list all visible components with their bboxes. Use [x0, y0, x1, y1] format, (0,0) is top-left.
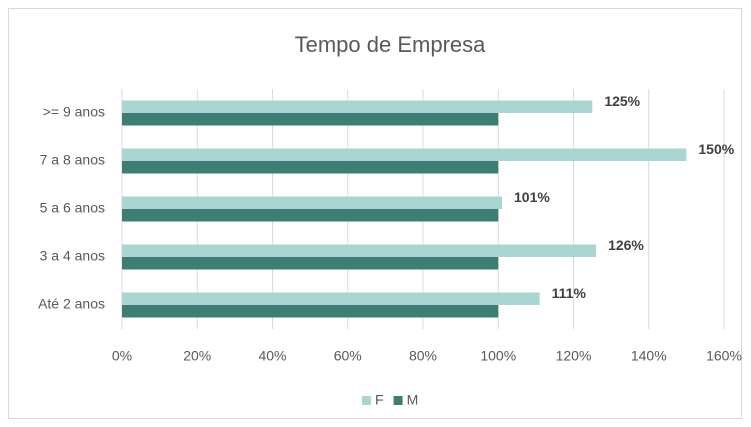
y-tick-label: 5 a 6 anos — [40, 200, 105, 216]
x-tick-label: 160% — [706, 348, 742, 364]
chart-title: Tempo de Empresa — [295, 32, 487, 57]
bar — [122, 292, 540, 305]
bar — [122, 305, 499, 318]
bar — [122, 148, 687, 161]
y-tick-label: >= 9 anos — [43, 104, 105, 120]
y-tick-label: 3 a 4 anos — [40, 248, 105, 264]
bar — [122, 100, 593, 113]
x-tick-label: 80% — [409, 348, 437, 364]
bar — [122, 196, 503, 209]
x-tick-label: 140% — [631, 348, 667, 364]
bar — [122, 113, 499, 126]
x-tick-label: 40% — [258, 348, 286, 364]
data-label: 101% — [514, 189, 550, 205]
legend-label: F — [375, 392, 384, 408]
y-tick-label: Até 2 anos — [38, 296, 105, 312]
x-tick-label: 20% — [183, 348, 211, 364]
data-label: 111% — [552, 285, 587, 301]
data-label: 125% — [604, 93, 640, 109]
bar — [122, 257, 499, 270]
bar — [122, 209, 499, 222]
x-tick-label: 120% — [556, 348, 592, 364]
y-tick-label: 7 a 8 anos — [40, 152, 105, 168]
legend-swatch — [362, 396, 371, 405]
data-label: 150% — [698, 141, 734, 157]
bar — [122, 161, 499, 174]
bar — [122, 244, 597, 257]
data-label: 126% — [608, 237, 644, 253]
x-tick-label: 100% — [480, 348, 516, 364]
legend-label: M — [407, 392, 419, 408]
x-tick-label: 0% — [112, 348, 132, 364]
x-tick-label: 60% — [334, 348, 362, 364]
legend-swatch — [393, 396, 403, 405]
